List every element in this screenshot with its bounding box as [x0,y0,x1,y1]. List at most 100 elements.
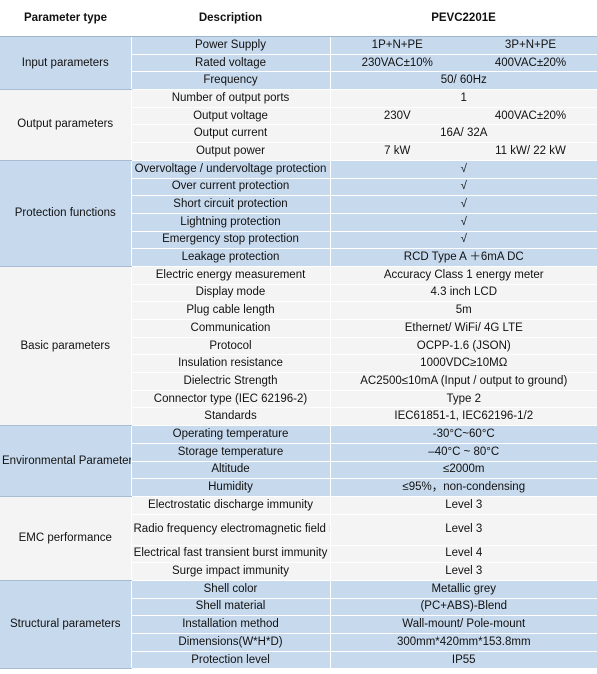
table-row: Output power 7 kW 11 kW/ 22 kW [0,142,597,161]
description-cell: Output current [130,124,331,144]
value-cell: Ethernet/ WiFi/ 4G LTE [330,319,597,338]
value-cell: Level 3 [330,562,597,581]
value-three-phase-cell: 400VAC±20% [464,107,597,126]
value-cell: ≤95%，non-condensing [330,478,597,497]
value-cell: ≤2000m [330,461,597,480]
description-cell: Communication [130,319,331,338]
description-cell: Operating temperature [130,425,331,444]
description-cell: Dielectric Strength [130,372,331,391]
value-cell: 1000VDC≥10MΩ [330,354,597,374]
category-cell: Structural parameters [0,580,131,670]
value-single-phase-cell: 1P+N+PE [330,36,464,55]
description-cell: Protection level [130,651,331,670]
table-row: Standards IEC61851-1, IEC62196-1/2 [0,407,597,427]
table-row: Protocol OCPP-1.6 (JSON) [0,337,597,356]
value-cell: Level 3 [330,514,597,546]
header-description: Description [131,0,330,37]
value-three-phase-cell: 3P+N+PE [464,36,597,55]
value-cell: –40°C ~ 80°C [330,443,597,462]
table-row: Environmental Parameters Operating temper… [0,425,597,497]
table-row: Dimensions(W*H*D) 300mm*420mm*153.8mm [0,633,597,652]
value-cell: √ [330,195,597,214]
header-row: Parameter type Description PEVC2201E [0,0,597,37]
table-row: EMC performance Electrostatic discharge i… [0,496,597,581]
value-single-phase-cell: 7 kW [330,142,464,161]
value-cell: RCD Type A ＋6mA DC [330,248,597,267]
table-row: Output current 16A/ 32A [0,124,597,144]
group-input-parameters: Input parameters Power Supply 1P+N+PE 3P+N+… [0,36,597,91]
table-row: Radio frequency electromagnetic field ra… [0,514,597,546]
table-row: Storage temperature –40°C ~ 80°C [0,443,597,462]
value-cell: √ [330,178,597,197]
value-cell: Level 3 [330,496,597,515]
table-row: Lightning protection √ [0,213,597,232]
table-row: Protection functions Overvoltage / underv… [0,160,597,267]
category-cell: Environmental Parameters [0,425,131,497]
value-three-phase-cell: 11 kW/ 22 kW [464,142,597,161]
description-cell: Protocol [130,337,331,356]
description-cell: Overvoltage / undervoltage protection [130,160,331,179]
table-row: Protection level IP55 [0,651,597,670]
table-row: Altitude ≤2000m [0,461,597,480]
description-cell: Short circuit protection [130,195,331,214]
description-cell: Number of output ports [130,89,331,108]
value-cell: √ [330,231,597,250]
table-row: Leakage protection RCD Type A ＋6mA DC [0,248,597,267]
table-row: Frequency 50/ 60Hz [0,71,597,91]
description-cell: Plug cable length [130,301,331,320]
description-cell: Radio frequency electromagnetic field ra… [130,514,331,546]
table-row: Insulation resistance 1000VDC≥10MΩ [0,354,597,374]
description-cell: Shell color [130,580,331,599]
value-cell: Metallic grey [330,580,597,599]
value-cell: Level 4 [330,545,597,564]
value-cell: Accuracy Class 1 energy meter [330,266,597,285]
description-cell: Storage temperature [130,443,331,462]
description-cell: Electrostatic discharge immunity [130,496,331,515]
group-protection-functions: Protection functions Overvoltage / underv… [0,160,597,267]
value-cell: 4.3 inch LCD [330,284,597,303]
table-row: Electrical fast transient burst immunity… [0,545,597,564]
table-row: Basic parameters Electric energy measurem… [0,266,597,427]
description-cell: Standards [130,407,331,427]
table-row: Output parameters Number of output ports 1 [0,89,597,161]
table-row: Input parameters Power Supply 1P+N+PE 3P+N+… [0,36,597,91]
table-row: Emergency stop protection √ [0,231,597,250]
value-cell: OCPP-1.6 (JSON) [330,337,597,356]
description-cell: Surge impact immunity [130,562,331,581]
description-cell: Shell material [130,598,331,617]
description-cell: Display mode [130,284,331,303]
category-cell: Basic parameters [0,266,131,427]
table-row: Connector type (IEC 62196-2) Type 2 [0,390,597,409]
value-cell: 1 [330,89,597,108]
value-cell: 50/ 60Hz [330,71,597,91]
group-basic-parameters: Basic parameters Electric energy measurem… [0,266,597,427]
description-cell: Installation method [130,615,331,634]
table-row: Shell material (PC+ABS)-Blend [0,598,597,617]
group-environmental-parameters: Environmental Parameters Operating temper… [0,425,597,497]
table-row: Installation method Wall-mount/ Pole-moun… [0,615,597,634]
description-cell: Dimensions(W*H*D) [130,633,331,652]
description-cell: Connector type (IEC 62196-2) [130,390,331,409]
description-cell: Emergency stop protection [130,231,331,250]
table-row: Rated voltage 230VAC±10% 400VAC±20% [0,54,597,73]
table-row: Plug cable length 5m [0,301,597,320]
table-row: Short circuit protection √ [0,195,597,214]
header-parameter-type: Parameter type [0,0,131,37]
description-cell: Output voltage [130,107,331,126]
value-cell: √ [330,160,597,179]
table-row: Communication Ethernet/ WiFi/ 4G LTE [0,319,597,338]
value-single-phase-cell: 230VAC±10% [330,54,464,73]
header-model: PEVC2201E [330,0,597,37]
table-row: Over current protection √ [0,178,597,197]
value-cell: IEC61851-1, IEC62196-1/2 [330,407,597,427]
description-cell: Electric energy measurement [130,266,331,285]
category-cell: Input parameters [0,36,131,91]
table-row: Display mode 4.3 inch LCD [0,284,597,303]
description-cell: Electrical fast transient burst immunity [130,545,331,564]
table-row: Humidity ≤95%，non-condensing [0,478,597,497]
category-cell: Output parameters [0,89,131,161]
value-cell: 300mm*420mm*153.8mm [330,633,597,652]
value-cell: Type 2 [330,390,597,409]
description-cell: Altitude [130,461,331,480]
